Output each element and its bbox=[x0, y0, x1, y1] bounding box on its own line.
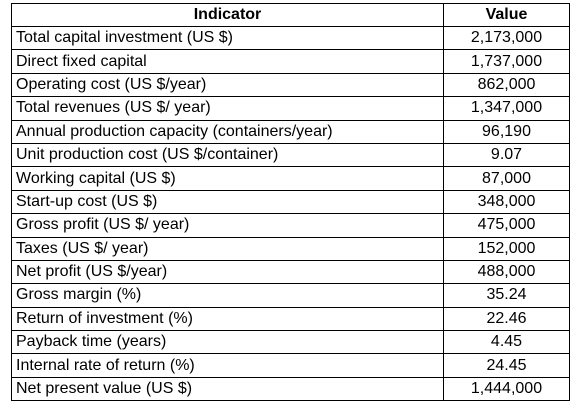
indicator-cell: Total capital investment (US $) bbox=[11, 25, 444, 51]
indicator-cell: Unit production cost (US $/container) bbox=[11, 142, 444, 168]
value-cell: 152,000 bbox=[443, 236, 570, 261]
table-body: Total capital investment (US $) 2,173,000… bbox=[11, 25, 570, 402]
table-row: Gross margin (%) 35.24 bbox=[11, 283, 570, 308]
value-cell: 1,444,000 bbox=[443, 376, 570, 402]
value-cell: 87,000 bbox=[443, 166, 570, 191]
table-row: Working capital (US $) 87,000 bbox=[11, 166, 570, 191]
value-cell: 24.45 bbox=[443, 353, 570, 378]
value-cell: 2,173,000 bbox=[443, 25, 570, 51]
table-row: Unit production cost (US $/container) 9.0… bbox=[11, 142, 570, 168]
table-row: Total revenues (US $/ year) 1,347,000 bbox=[11, 96, 570, 121]
indicator-table-container: Indicator Value Total capital investment… bbox=[11, 3, 570, 402]
table-row: Internal rate of return (%) 24.45 bbox=[11, 353, 570, 378]
value-cell: 96,190 bbox=[443, 119, 570, 144]
table-row: Return of investment (%) 22.46 bbox=[11, 306, 570, 332]
header-value: Value bbox=[443, 3, 570, 27]
indicator-cell: Gross profit (US $/ year) bbox=[11, 213, 444, 238]
value-cell: 488,000 bbox=[443, 259, 570, 285]
header-indicator: Indicator bbox=[11, 3, 444, 27]
indicator-cell: Net present value (US $) bbox=[11, 376, 444, 402]
table-row: Gross profit (US $/ year) 475,000 bbox=[11, 213, 570, 238]
value-cell: 1,737,000 bbox=[443, 49, 570, 74]
value-cell: 4.45 bbox=[443, 330, 570, 355]
table-row: Operating cost (US $/year) 862,000 bbox=[11, 72, 570, 98]
indicator-cell: Net profit (US $/year) bbox=[11, 259, 444, 285]
indicator-cell: Direct fixed capital bbox=[11, 49, 444, 74]
indicator-cell: Payback time (years) bbox=[11, 330, 444, 355]
table-row: Start-up cost (US $) 348,000 bbox=[11, 189, 570, 215]
table-header-row: Indicator Value bbox=[11, 3, 570, 27]
table-row: Payback time (years) 4.45 bbox=[11, 330, 570, 355]
value-cell: 348,000 bbox=[443, 189, 570, 215]
indicator-table: Indicator Value Total capital investment… bbox=[11, 3, 570, 402]
indicator-cell: Gross margin (%) bbox=[11, 283, 444, 308]
value-cell: 475,000 bbox=[443, 213, 570, 238]
table-row: Net present value (US $) 1,444,000 bbox=[11, 376, 570, 402]
indicator-cell: Operating cost (US $/year) bbox=[11, 72, 444, 98]
value-cell: 22.46 bbox=[443, 306, 570, 332]
value-cell: 1,347,000 bbox=[443, 96, 570, 121]
value-cell: 9.07 bbox=[443, 142, 570, 168]
indicator-cell: Total revenues (US $/ year) bbox=[11, 96, 444, 121]
indicator-cell: Internal rate of return (%) bbox=[11, 353, 444, 378]
indicator-cell: Return of investment (%) bbox=[11, 306, 444, 332]
table-row: Annual production capacity (containers/y… bbox=[11, 119, 570, 144]
table-row: Total capital investment (US $) 2,173,000 bbox=[11, 25, 570, 51]
table-row: Net profit (US $/year) 488,000 bbox=[11, 259, 570, 285]
value-cell: 862,000 bbox=[443, 72, 570, 98]
indicator-cell: Working capital (US $) bbox=[11, 166, 444, 191]
value-cell: 35.24 bbox=[443, 283, 570, 308]
indicator-cell: Annual production capacity (containers/y… bbox=[11, 119, 444, 144]
indicator-cell: Start-up cost (US $) bbox=[11, 189, 444, 215]
indicator-cell: Taxes (US $/ year) bbox=[11, 236, 444, 261]
table-row: Direct fixed capital 1,737,000 bbox=[11, 49, 570, 74]
table-row: Taxes (US $/ year) 152,000 bbox=[11, 236, 570, 261]
